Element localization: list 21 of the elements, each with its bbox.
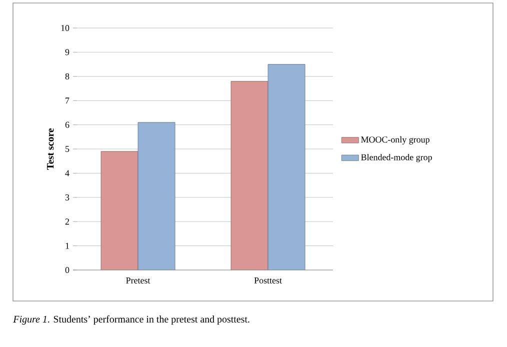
x-tick-label: Pretest <box>126 278 150 284</box>
y-tick-label: 2 <box>65 218 69 225</box>
legend-label: Blended-mode grop <box>361 154 432 162</box>
legend-label: MOOC-only group <box>361 136 430 144</box>
y-tick-label: 4 <box>65 170 70 176</box>
y-tick-label: 10 <box>61 24 70 32</box>
y-tick-label: 9 <box>65 49 70 56</box>
y-tick-label: 3 <box>65 194 70 200</box>
y-tick-label: 5 <box>66 146 70 152</box>
x-tick-label: Posttest <box>254 278 282 284</box>
bar <box>268 64 306 270</box>
y-tick-label: 8 <box>65 73 70 80</box>
y-tick-label: 7 <box>66 98 70 104</box>
bar <box>230 81 268 270</box>
y-tick-label: 0 <box>65 266 70 274</box>
y-axis-title: Test score <box>47 128 54 170</box>
bar <box>138 122 176 270</box>
y-tick-label: 6 <box>65 122 70 128</box>
bar <box>100 151 138 270</box>
text: Figure 1. Students’ performance in the pretest and posttest. <box>13 315 250 325</box>
y-tick-label: 1 <box>66 242 69 249</box>
